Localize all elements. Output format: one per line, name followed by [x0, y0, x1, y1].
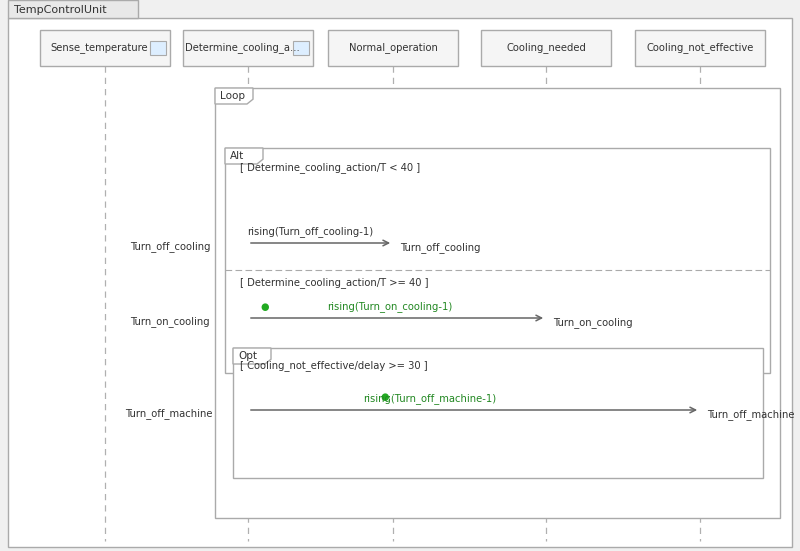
- Text: TempControlUnit: TempControlUnit: [14, 5, 106, 15]
- Bar: [293, 41, 309, 55]
- Text: Cooling_needed: Cooling_needed: [506, 42, 586, 53]
- Text: Opt: Opt: [238, 351, 257, 361]
- Polygon shape: [215, 88, 253, 104]
- Bar: [225, 148, 770, 373]
- Text: rising(Turn_on_cooling-1): rising(Turn_on_cooling-1): [327, 301, 453, 312]
- Text: Turn_off_cooling: Turn_off_cooling: [400, 242, 481, 253]
- Text: [ Cooling_not_effective/delay >= 30 ]: [ Cooling_not_effective/delay >= 30 ]: [240, 360, 428, 371]
- Text: [ Determine_cooling_action/T < 40 ]: [ Determine_cooling_action/T < 40 ]: [240, 163, 420, 174]
- Text: Loop: Loop: [220, 91, 245, 101]
- Text: ●: ●: [381, 392, 390, 402]
- Polygon shape: [225, 148, 263, 164]
- Bar: [150, 41, 166, 55]
- Text: Alt: Alt: [230, 151, 244, 161]
- Text: Turn_off_machine: Turn_off_machine: [125, 408, 213, 419]
- Text: ✓: ✓: [268, 302, 274, 311]
- Bar: [215, 88, 780, 518]
- Text: Determine_cooling_a...: Determine_cooling_a...: [185, 42, 299, 53]
- Bar: [183, 30, 313, 66]
- Bar: [233, 348, 763, 478]
- Bar: [481, 30, 611, 66]
- Text: Cooling_not_effective: Cooling_not_effective: [646, 42, 754, 53]
- Text: rising(Turn_off_cooling-1): rising(Turn_off_cooling-1): [247, 226, 373, 237]
- Bar: [328, 30, 458, 66]
- Text: Turn_on_cooling: Turn_on_cooling: [130, 316, 210, 327]
- Polygon shape: [233, 348, 271, 364]
- Bar: [8, 0, 138, 18]
- Bar: [40, 30, 170, 66]
- Text: rising(Turn_off_machine-1): rising(Turn_off_machine-1): [363, 393, 497, 404]
- Text: [ Determine_cooling_action/T >= 40 ]: [ Determine_cooling_action/T >= 40 ]: [240, 278, 429, 289]
- Text: Sense_temperature: Sense_temperature: [50, 42, 148, 53]
- Text: ✓: ✓: [388, 392, 394, 402]
- Text: ●: ●: [261, 302, 270, 312]
- Text: Turn_off_machine: Turn_off_machine: [707, 409, 794, 420]
- Text: Turn_on_cooling: Turn_on_cooling: [553, 317, 633, 328]
- Bar: [635, 30, 765, 66]
- Text: Turn_off_cooling: Turn_off_cooling: [130, 241, 210, 252]
- Text: Normal_operation: Normal_operation: [349, 42, 438, 53]
